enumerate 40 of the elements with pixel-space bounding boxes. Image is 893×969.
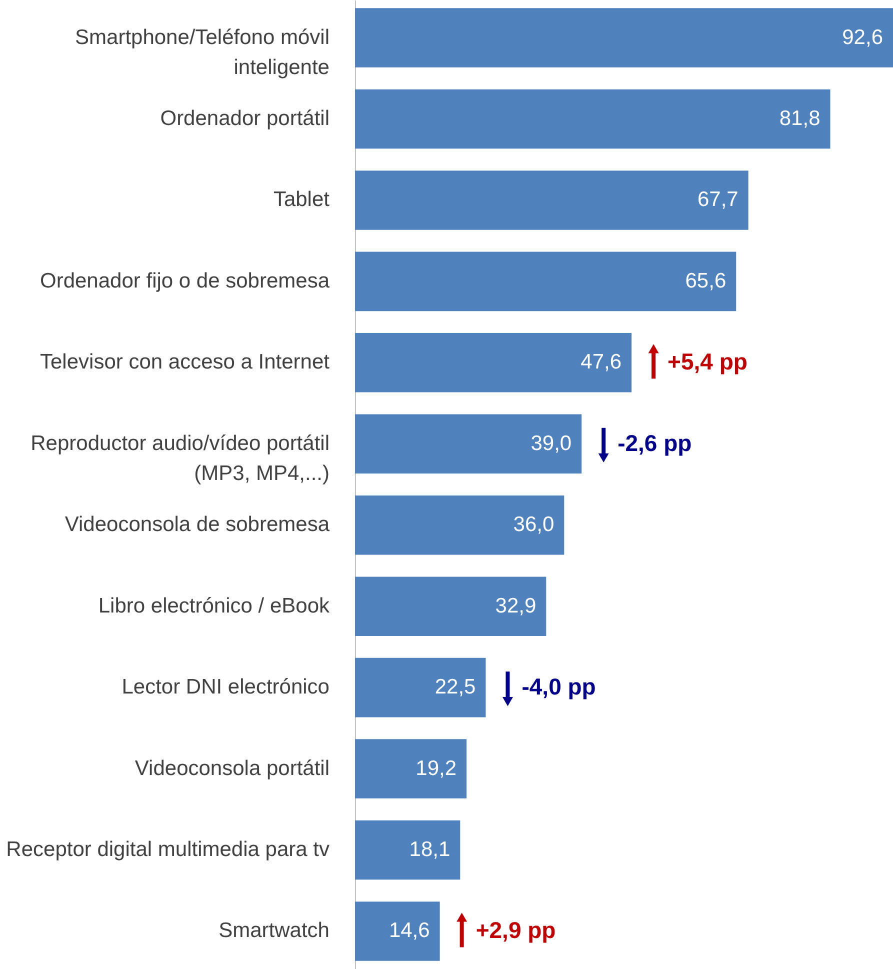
bar: [355, 170, 748, 230]
data-label: 39,0: [530, 432, 572, 455]
data-label: 14,6: [388, 919, 430, 942]
y-tick-label: Televisor con acceso a Internet: [40, 350, 330, 374]
y-tick-label: Libro electrónico / eBook: [98, 594, 330, 618]
y-tick-label: Smartphone/Teléfono móvil inteligente: [75, 26, 330, 79]
y-tick-label: Videoconsola portátil: [134, 756, 330, 780]
bar: [355, 576, 546, 636]
data-label: 32,9: [495, 594, 536, 618]
y-tick-label: Lector DNI electrónico: [122, 676, 330, 699]
annotation: +2,9 pp: [476, 917, 556, 944]
annotation: +5,4 pp: [668, 348, 748, 375]
y-tick-label: Ordenador portátil: [160, 106, 330, 130]
y-tick-label: Reproductor audio/vídeo portátil (MP3, MP4,...): [30, 432, 330, 485]
data-label: 65,6: [685, 269, 726, 292]
y-tick-label: Receptor digital multimedia para tv: [6, 838, 330, 862]
y-tick-label: Videoconsola de sobremesa: [64, 513, 330, 536]
bar: [355, 820, 460, 880]
data-label: 18,1: [409, 838, 450, 862]
data-label: 36,0: [513, 513, 554, 536]
bar: [355, 414, 582, 474]
bar: [355, 252, 736, 312]
bar: [355, 8, 893, 68]
data-label: 81,8: [779, 106, 820, 130]
bar: [355, 739, 467, 798]
data-label: 22,5: [434, 676, 476, 699]
y-tick-label: Smartwatch: [218, 919, 330, 942]
data-label: 47,6: [580, 350, 622, 374]
bar: [355, 658, 486, 718]
y-tick-label: Ordenador fijo o de sobremesa: [40, 269, 330, 292]
bar: [355, 902, 440, 961]
annotation: -4,0 pp: [522, 674, 596, 700]
bar: [355, 333, 632, 392]
y-tick-label: Tablet: [273, 188, 330, 212]
annotation: -2,6 pp: [618, 430, 692, 456]
bar: [355, 495, 564, 555]
data-label: 19,2: [416, 756, 457, 780]
data-label: 67,7: [697, 188, 738, 212]
bar: [355, 89, 830, 149]
data-label: 92,6: [842, 26, 883, 49]
